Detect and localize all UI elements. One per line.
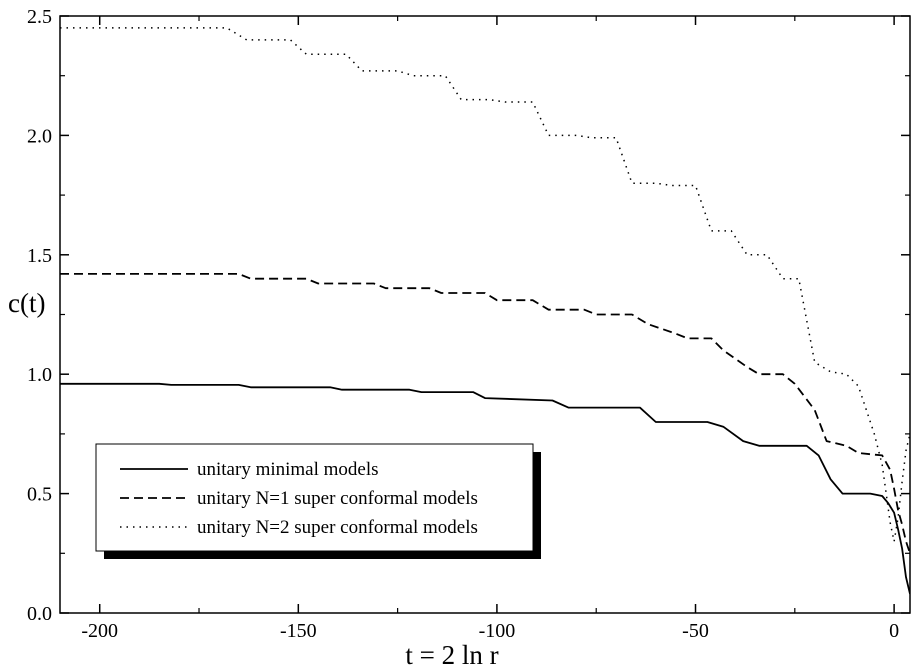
y-tick-label: 1.0 (27, 364, 52, 386)
x-axis: -200 -150 -100 -50 0 (81, 16, 899, 642)
x-tick-label: -50 (682, 620, 709, 642)
y-tick-label: 1.5 (27, 245, 52, 267)
legend-label-3: unitary N=2 super conformal models (197, 517, 478, 538)
y-axis: 0.0 0.5 1.0 1.5 2.0 2.5 (27, 6, 910, 625)
x-axis-title: t = 2 ln r (405, 640, 498, 669)
y-tick-label: 2.5 (27, 6, 52, 28)
x-tick-label: -150 (280, 620, 317, 642)
y-tick-label: 2.0 (27, 125, 52, 147)
legend-label-2: unitary N=1 super conformal models (197, 488, 478, 509)
y-axis-title: c(t) (8, 288, 45, 318)
x-tick-label: 0 (889, 620, 899, 642)
x-tick-label: -100 (479, 620, 516, 642)
x-tick-label: -200 (81, 620, 118, 642)
y-tick-label: 0.5 (27, 484, 52, 506)
legend: unitary minimal models unitary N=1 super … (95, 443, 541, 559)
y-tick-label: 0.0 (27, 603, 52, 625)
legend-label-1: unitary minimal models (197, 459, 379, 480)
series-line-2 (60, 272, 910, 554)
series-layer (60, 27, 910, 595)
